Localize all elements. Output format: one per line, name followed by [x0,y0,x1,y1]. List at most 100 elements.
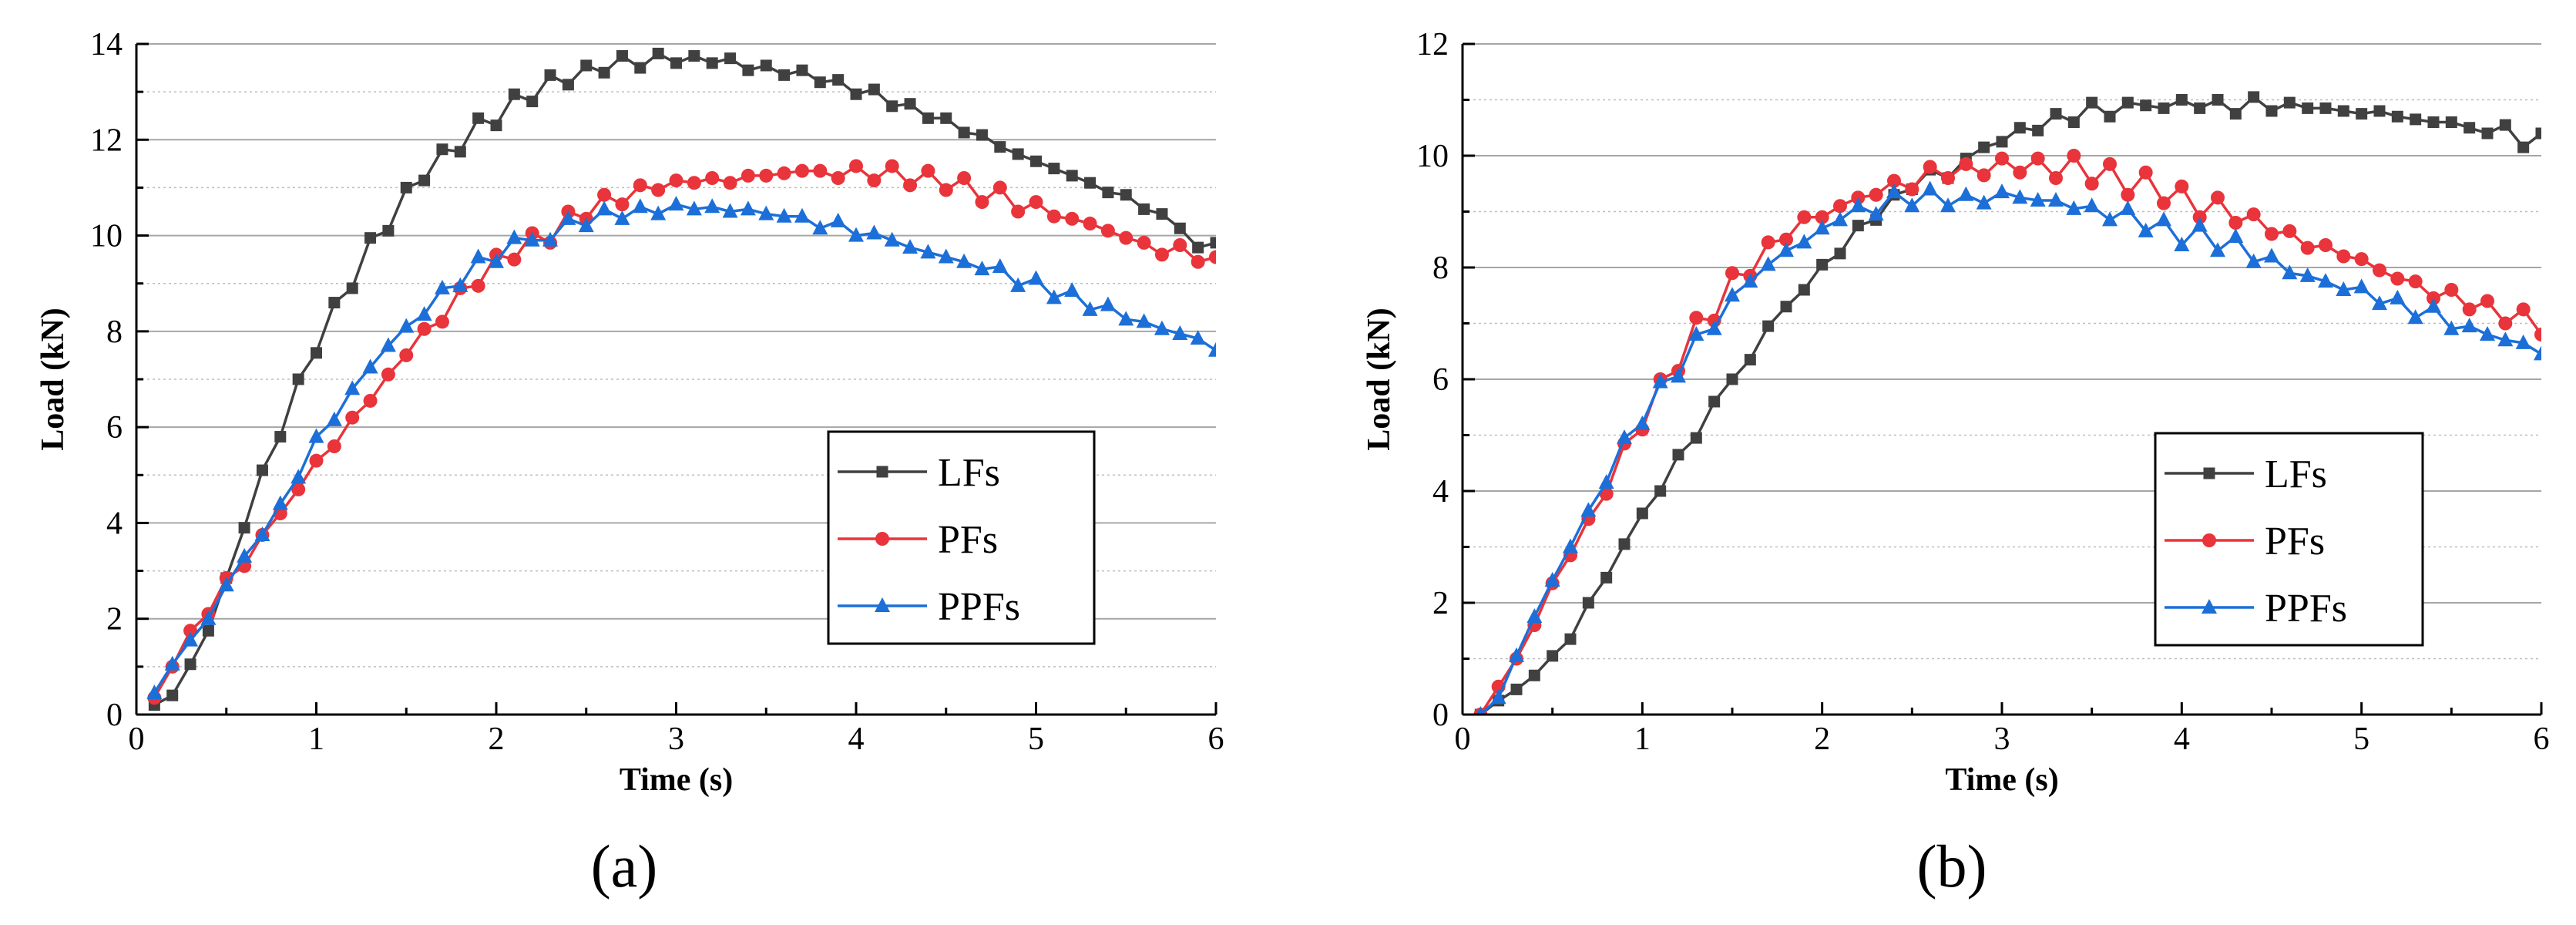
data-point-lfs [2175,94,2188,106]
data-point-ppfs [1994,183,2010,199]
data-point-ppfs [164,655,180,671]
data-point-ppfs [2372,295,2387,311]
data-point-ppfs [794,207,810,223]
data-point-ppfs [2228,228,2244,244]
data-point-pfs [345,410,360,425]
data-point-ppfs [704,198,720,214]
data-point-lfs [292,373,304,385]
x-tick-label: 4 [2174,722,2190,757]
data-point-lfs [2104,110,2116,123]
x-axis-label: Time (s) [1945,762,2058,798]
data-point-pfs [1119,230,1134,245]
data-point-lfs [1744,354,1756,366]
data-point-ppfs [866,224,882,240]
data-point-ppfs [398,318,415,333]
data-point-lfs [994,141,1006,153]
data-point-ppfs [2174,237,2190,251]
data-point-lfs [1780,301,1792,313]
y-tick-label: 12 [1416,27,1449,62]
data-point-ppfs [2264,247,2279,263]
data-point-pfs [2282,224,2297,238]
data-point-pfs [1869,187,1883,202]
x-tick-label: 5 [1028,722,1044,757]
data-point-pfs [1725,266,1739,281]
data-point-pfs [2175,179,2189,193]
data-point-lfs [904,98,916,110]
data-point-pfs [1173,238,1187,252]
data-point-ppfs [1725,287,1740,302]
data-point-pfs [777,166,791,180]
data-point-ppfs [2515,334,2531,349]
legend-label-pfs: PFs [2265,520,2325,563]
data-point-ppfs [884,231,900,247]
data-point-ppfs [2534,345,2541,361]
data-point-ppfs [1526,608,1543,624]
data-point-lfs [652,47,664,59]
data-point-pfs [2300,240,2315,255]
data-point-lfs [418,174,431,187]
data-point-lfs [580,59,593,72]
data-point-lfs [508,88,520,100]
data-point-ppfs [1064,282,1080,298]
data-point-lfs [454,146,466,158]
data-point-lfs [2121,96,2134,109]
data-point-pfs [1797,210,1812,224]
data-point-lfs [274,431,287,443]
data-point-pfs [921,163,935,178]
data-point-ppfs [200,610,217,625]
data-point-lfs [886,100,898,113]
data-point-pfs [1011,204,1026,219]
data-point-ppfs [668,196,684,211]
y-tick-label: 8 [106,314,123,350]
data-point-pfs [1065,211,1080,226]
data-point-ppfs [1172,325,1188,340]
data-point-ppfs [291,469,307,484]
data-point-ppfs [416,306,432,321]
data-point-lfs [1030,155,1042,167]
data-point-ppfs [1868,206,1884,221]
data-point-lfs [1708,395,1721,408]
data-point-lfs [2229,108,2242,120]
data-point-pfs [831,171,845,185]
data-point-lfs [2356,108,2368,120]
data-point-ppfs [1850,197,1866,213]
y-axis-label: Load (kN) [1362,308,1397,451]
data-point-ppfs [308,428,324,443]
data-point-ppfs [1760,256,1776,271]
data-point-pfs [1779,232,1793,247]
data-point-pfs [615,197,630,212]
data-point-lfs [1636,507,1648,520]
data-point-lfs [2391,110,2403,123]
data-point-lfs [2140,99,2152,112]
data-point-pfs [507,252,522,267]
y-tick-label: 8 [1432,251,1449,286]
legend-marker-lfs [876,466,888,478]
data-point-pfs [1941,171,1955,185]
data-point-ppfs [1886,183,1902,199]
data-point-lfs [1762,320,1775,332]
y-tick-label: 10 [1416,139,1449,174]
data-point-ppfs [2443,320,2460,335]
data-point-ppfs [1046,289,1062,304]
data-point-ppfs [2461,318,2477,333]
data-point-ppfs [974,261,990,276]
data-point-ppfs [1742,273,1758,288]
data-point-ppfs [1688,326,1704,341]
data-point-lfs [850,88,862,100]
data-point-lfs [166,689,179,701]
data-point-lfs [562,79,574,91]
data-point-pfs [1209,250,1216,264]
legend: LFs PFs PPFs [827,430,1096,645]
data-point-pfs [903,178,918,193]
data-point-lfs [814,76,826,89]
data-point-lfs [256,464,268,476]
data-point-lfs [2319,102,2332,114]
data-point-pfs [1137,235,1151,250]
data-point-lfs [328,297,341,309]
data-point-pfs [651,183,666,197]
data-point-lfs [832,74,845,86]
data-point-ppfs [1544,572,1560,587]
data-point-pfs [2444,283,2459,297]
data-point-pfs [2049,171,2063,185]
data-point-pfs [435,314,449,329]
